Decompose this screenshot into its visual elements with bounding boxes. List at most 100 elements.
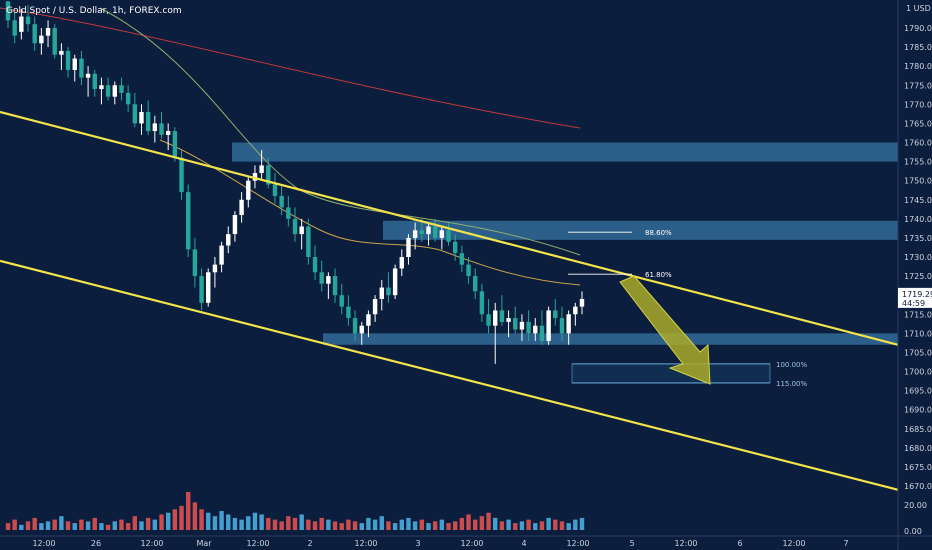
volume-bar	[312, 521, 318, 530]
x-tick-label: 12:00	[674, 539, 697, 548]
volume-bar	[172, 509, 178, 530]
volume-bar	[252, 512, 258, 530]
volume-bar	[152, 519, 158, 530]
candle-body	[513, 318, 518, 330]
candle-body	[12, 20, 17, 36]
candle-body	[412, 230, 418, 238]
volume-bar	[72, 523, 77, 530]
candle-body	[406, 237, 411, 257]
candle-body	[332, 276, 338, 296]
volume-bar	[519, 521, 525, 530]
volume-bar	[12, 519, 17, 530]
candle-body	[259, 165, 264, 174]
volume-bar	[186, 492, 191, 530]
volume-bar	[99, 523, 104, 530]
volume-bar	[493, 517, 498, 530]
volume-bar	[292, 517, 298, 530]
y-tick-label: 1745.00	[904, 196, 932, 205]
volume-bar	[232, 517, 238, 530]
volume-bar	[392, 523, 398, 530]
y-tick-label: 1670.00	[904, 482, 932, 491]
fib-label: 115.00%	[776, 380, 807, 388]
volume-bar	[372, 519, 378, 530]
candle-body	[379, 287, 384, 299]
volume-bar	[386, 521, 391, 530]
volume-bar	[439, 519, 445, 530]
volume-bar	[432, 521, 438, 530]
candle-body	[372, 298, 378, 315]
volume-bar	[159, 514, 164, 530]
volume-bar	[85, 521, 91, 530]
candle-body	[352, 318, 358, 334]
ma-orange-line	[159, 139, 581, 286]
candle-body	[312, 257, 318, 273]
candle-body	[553, 310, 558, 319]
candle-body	[252, 173, 258, 181]
volume-bar	[326, 519, 331, 530]
zone-rect	[323, 333, 898, 345]
candle-body	[346, 306, 351, 319]
volume-bar	[379, 516, 384, 530]
candle-body	[226, 234, 231, 246]
volume-bar	[319, 517, 324, 530]
y-tick-label: 1710.00	[904, 329, 932, 338]
volume-bar	[39, 523, 44, 530]
candle-body	[219, 245, 224, 265]
volume-bar	[506, 519, 511, 530]
volume-bar	[112, 521, 117, 530]
y-tick-label: 1675.00	[904, 463, 932, 472]
volume-bar	[299, 514, 304, 530]
y-tick-label: 1695.00	[904, 387, 932, 396]
volume-bar	[45, 521, 51, 530]
candle-body	[246, 180, 251, 200]
y-tick-label: 1735.00	[904, 234, 932, 243]
candle-body	[192, 249, 198, 277]
volume-bar	[179, 505, 184, 530]
candle-body	[499, 310, 505, 322]
volume-bar	[459, 517, 465, 530]
volume-bar	[559, 521, 565, 530]
candle-body	[466, 264, 471, 277]
candle-body	[152, 123, 158, 132]
trendline-lower	[0, 259, 899, 491]
candle-body	[139, 111, 144, 124]
y-tick-label: 1680.00	[904, 444, 932, 453]
x-tick-label: 12:00	[566, 539, 589, 548]
volume-bar	[286, 516, 291, 530]
candle-body	[59, 50, 64, 55]
volume-bar	[199, 509, 204, 530]
candle-body	[292, 218, 298, 235]
x-tick-label: 2	[307, 539, 312, 548]
x-tick-label: 12:00	[460, 539, 483, 548]
y-tick-label: 1730.00	[904, 253, 932, 262]
candle-body	[112, 85, 117, 97]
zone-rect	[232, 142, 898, 162]
volume-bar	[79, 519, 84, 530]
volume-bar	[165, 512, 171, 530]
volume-bar	[239, 519, 244, 530]
volume-bar	[219, 511, 224, 530]
candle-body	[232, 215, 238, 235]
candle-body	[52, 28, 57, 55]
volume-bar	[533, 523, 538, 530]
x-tick-label: 12:00	[32, 539, 55, 548]
volume-bar	[452, 521, 458, 530]
candle-body	[573, 306, 578, 315]
volume-bar	[246, 516, 251, 530]
y-tick-label: 1690.00	[904, 406, 932, 415]
candle-body	[212, 264, 218, 273]
x-tick-label: 4	[521, 539, 526, 548]
volume-bar	[212, 516, 218, 530]
candle-body	[326, 276, 331, 284]
volume-bar	[59, 516, 64, 530]
ma-red-line	[0, 7, 581, 129]
volume-bar	[446, 523, 451, 530]
candle-body	[319, 272, 324, 284]
candle-body	[5, 1, 11, 21]
volume-bar	[553, 519, 558, 530]
volume-bar	[406, 517, 411, 530]
y-tick-label: 1755.00	[904, 158, 932, 167]
x-tick-label: 3	[415, 539, 420, 548]
